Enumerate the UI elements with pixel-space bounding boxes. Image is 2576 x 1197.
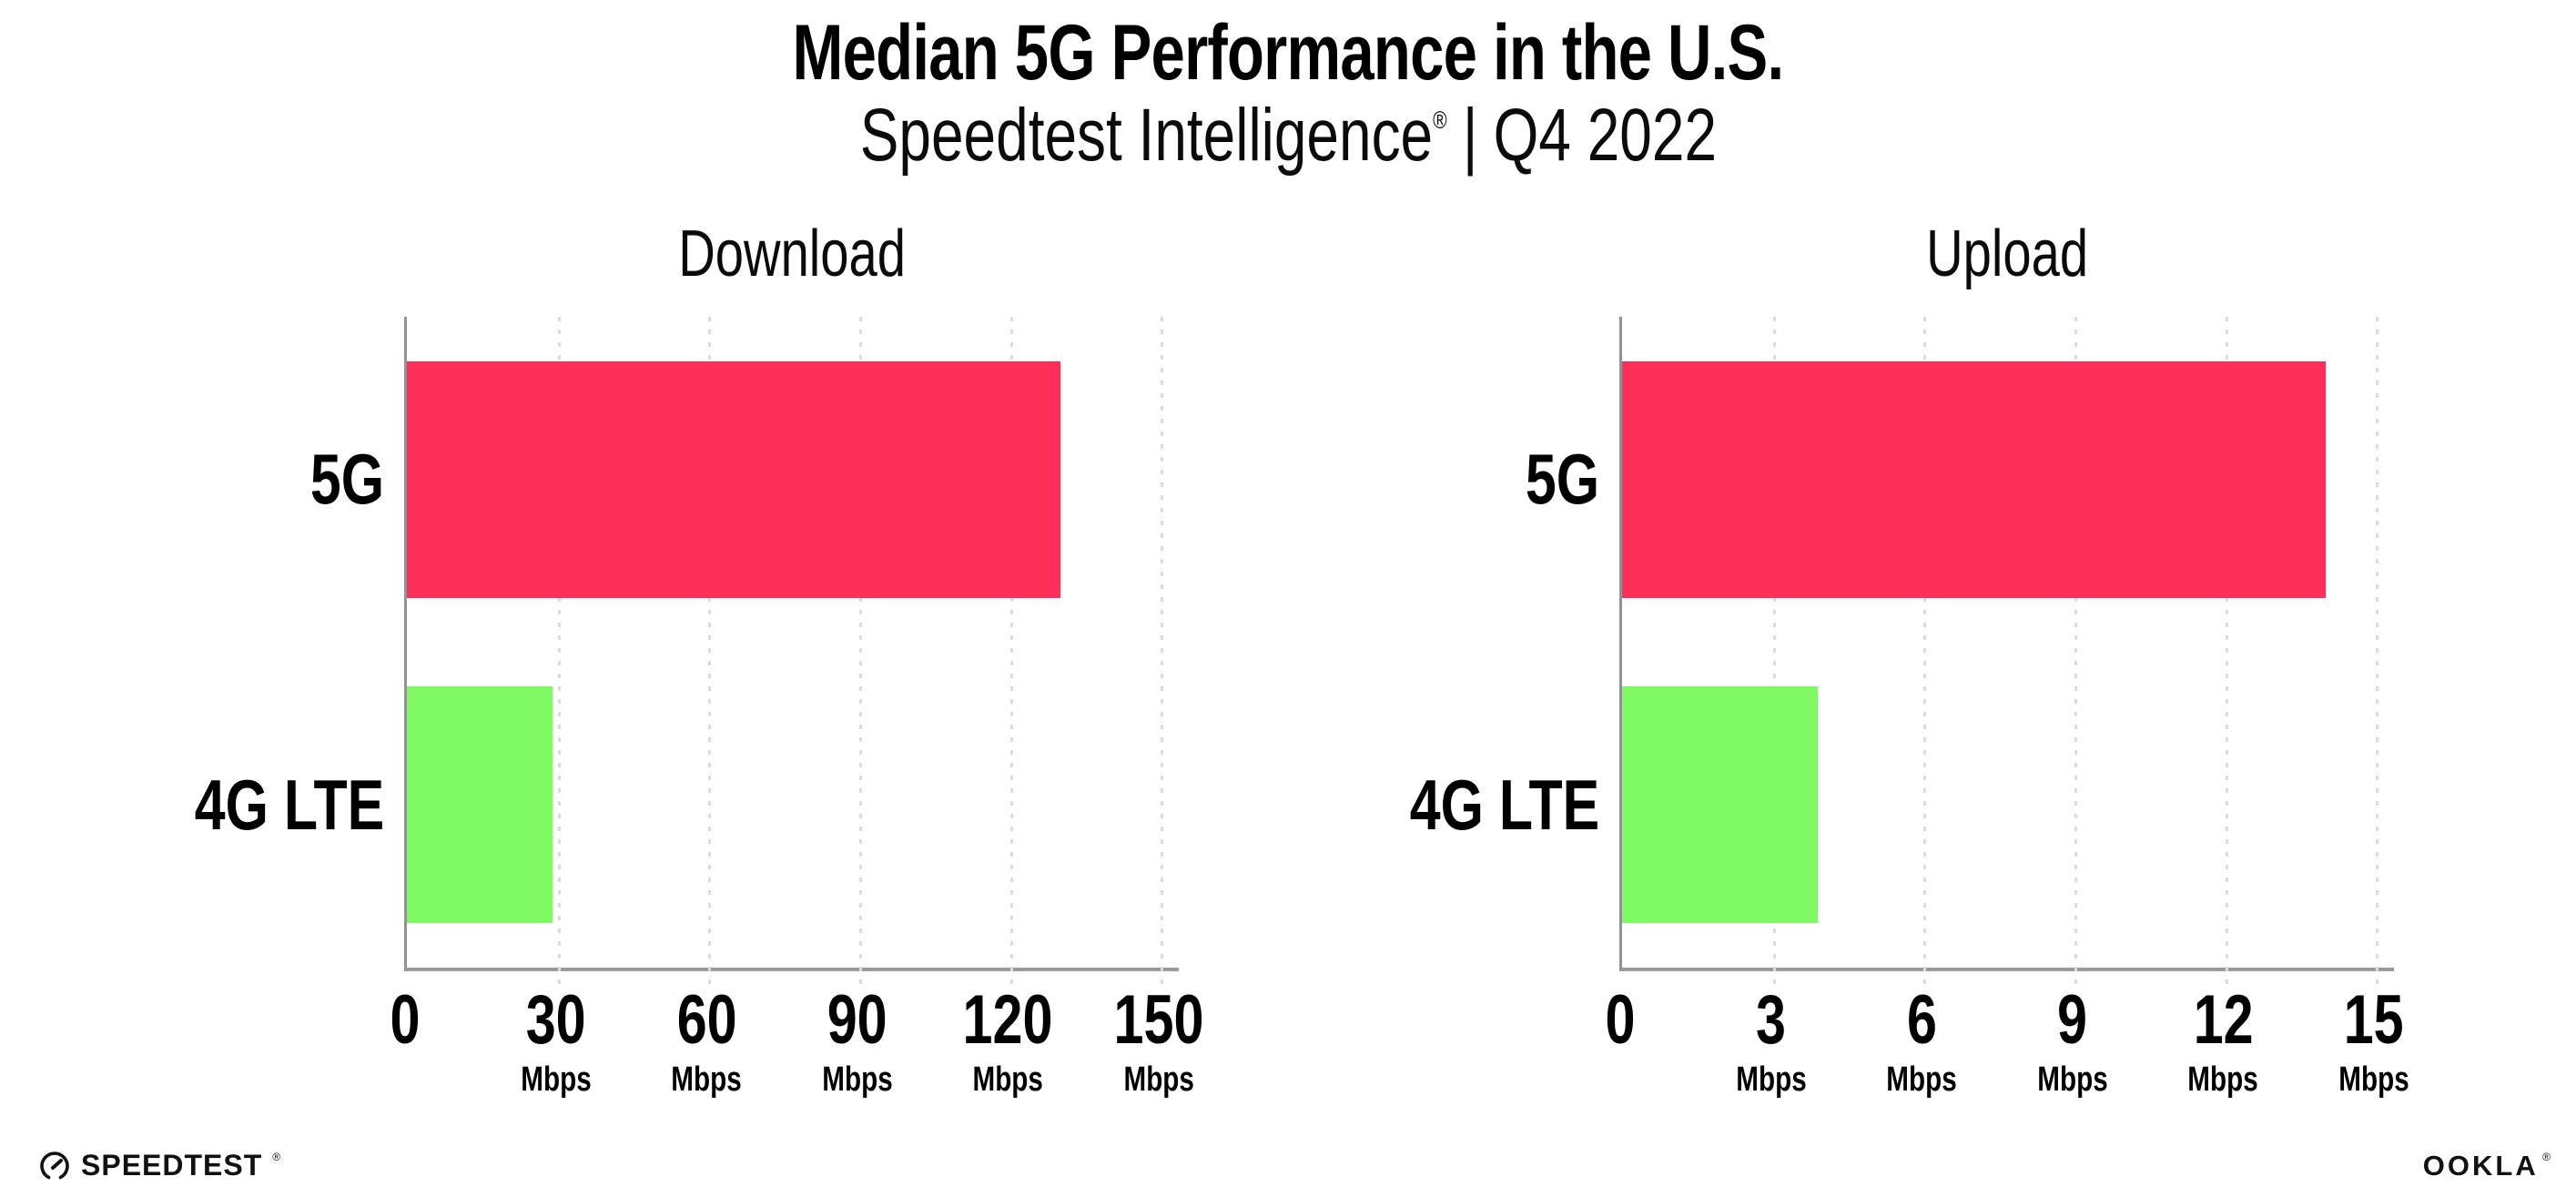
tick-label-12: 12 Mbps [2178, 980, 2268, 1099]
tick-unit: Mbps [1735, 1060, 1807, 1099]
speedtest-logo: SPEEDTEST ® [38, 1149, 280, 1182]
subtitle-brand: Speedtest Intelligence [859, 94, 1433, 178]
tick-label-9: 9 Mbps [2027, 980, 2117, 1099]
tick-label-0: 0 [1601, 980, 1639, 1059]
tick-unit: Mbps [1123, 1060, 1194, 1099]
tick-label-0: 0 [386, 980, 424, 1059]
x-axis-labels: 0 30 Mbps 60 Mbps 90 Mbps 120 Mbps 150 Mbps [390, 980, 1204, 1122]
speedtest-registered-mark: ® [272, 1150, 281, 1163]
speedtest-wordmark: SPEEDTEST [81, 1149, 263, 1182]
plot-area [1619, 316, 2394, 986]
tick-value: 0 [390, 980, 421, 1059]
chart-upload: Upload 5G 4G LTE 0 3 Mbps 6 Mbps 9 Mbps 12 Mbps 15… [1320, 217, 2409, 1122]
plot-band-4g-lte [407, 642, 1179, 968]
gridline-12 [2225, 316, 2228, 986]
chart-download: Download 5G 4G LTE 0 30 Mbps 60 Mbps 90 Mbps 120… [105, 217, 1204, 1122]
subtitle-period: Q4 2022 [1493, 94, 1717, 178]
plot-band-5g [407, 317, 1179, 643]
speedtest-gauge-icon [40, 1151, 69, 1179]
tick-label-60: 60 Mbps [662, 980, 752, 1099]
gridline-150 [1161, 316, 1164, 986]
gridline-60 [708, 316, 712, 986]
tick-value: 60 [676, 980, 737, 1059]
gridline-6 [1923, 316, 1927, 986]
category-label-4g-lte: 4G LTE [105, 642, 404, 968]
category-label-text: 4G LTE [1409, 764, 1600, 845]
figure-subtitle: Speedtest Intelligence® | Q4 2022 [0, 96, 2576, 177]
bar-4g-lte [1622, 686, 1819, 924]
plot-band-5g [1622, 317, 2394, 643]
tick-unit: Mbps [520, 1060, 592, 1099]
tick-label-90: 90 Mbps [812, 980, 902, 1099]
tick-value: 150 [1113, 980, 1204, 1059]
chart-body: 5G 4G LTE [105, 316, 1179, 986]
tick-value: 0 [1605, 980, 1636, 1059]
bar-5g [1622, 360, 2326, 598]
figure-footer: SPEEDTEST ® OOKLA ® [0, 1149, 2576, 1182]
figure-subtitle-text: Speedtest Intelligence® | Q4 2022 [859, 96, 1716, 177]
tick-label-15: 15 Mbps [2328, 980, 2419, 1099]
gridline-90 [858, 316, 862, 986]
figure-title: Median 5G Performance in the U.S. [0, 9, 2576, 96]
chart-title: Upload [1620, 217, 2394, 291]
category-label-text: 5G [1525, 439, 1600, 520]
gridline-15 [2376, 316, 2379, 986]
ookla-registered-mark: ® [2542, 1150, 2551, 1163]
chart-body: 5G 4G LTE [1320, 316, 2394, 986]
x-axis-labels: 0 3 Mbps 6 Mbps 9 Mbps 12 Mbps 15 Mbps [1606, 980, 2409, 1122]
gridline-3 [1772, 316, 1776, 986]
tick-label-3: 3 Mbps [1726, 980, 1816, 1099]
tick-value: 30 [525, 980, 586, 1059]
chart-title-text: Upload [1926, 217, 2088, 290]
category-label-5g: 5G [105, 317, 404, 643]
tick-label-30: 30 Mbps [511, 980, 601, 1099]
tick-unit: Mbps [1886, 1060, 1957, 1099]
tick-value: 90 [827, 980, 887, 1059]
tick-value: 6 [1906, 980, 1937, 1059]
registered-mark: ® [1432, 107, 1447, 135]
plot-area [404, 316, 1179, 986]
bar-4g-lte [407, 686, 553, 924]
subtitle-separator: | [1462, 94, 1478, 178]
tick-unit: Mbps [822, 1060, 893, 1099]
tick-unit: Mbps [2187, 1060, 2259, 1099]
tick-unit: Mbps [671, 1060, 742, 1099]
plot-band-4g-lte [1622, 642, 2394, 968]
category-labels: 5G 4G LTE [1320, 317, 1619, 968]
ookla-logo: OOKLA ® [2423, 1150, 2551, 1182]
chart-title-text: Download [678, 217, 906, 290]
tick-value: 12 [2193, 980, 2254, 1059]
gridline-30 [557, 316, 561, 986]
tick-value: 3 [1756, 980, 1787, 1059]
category-labels: 5G 4G LTE [105, 317, 404, 968]
tick-label-120: 120 Mbps [950, 980, 1066, 1099]
tick-unit: Mbps [2338, 1060, 2409, 1099]
gridline-120 [1009, 316, 1013, 986]
tick-unit: Mbps [2037, 1060, 2108, 1099]
chart-title: Download [405, 217, 1179, 291]
ookla-wordmark: OOKLA [2422, 1150, 2539, 1182]
tick-unit: Mbps [972, 1060, 1044, 1099]
figure-header: Median 5G Performance in the U.S. Speedt… [0, 0, 2576, 177]
tick-value: 15 [2344, 980, 2404, 1059]
tick-label-6: 6 Mbps [1877, 980, 1967, 1099]
category-label-text: 5G [309, 439, 385, 520]
charts-row: Download 5G 4G LTE 0 30 Mbps 60 Mbps 90 Mbps 120… [0, 217, 2576, 1122]
tick-value: 120 [962, 980, 1053, 1059]
figure-title-text: Median 5G Performance in the U.S. [792, 9, 1785, 96]
gridline-9 [2074, 316, 2077, 986]
category-label-5g: 5G [1320, 317, 1619, 643]
bar-5g [407, 360, 1060, 598]
tick-label-150: 150 Mbps [1101, 980, 1217, 1099]
category-label-4g-lte: 4G LTE [1320, 642, 1619, 968]
category-label-text: 4G LTE [194, 764, 385, 845]
tick-value: 9 [2057, 980, 2088, 1059]
